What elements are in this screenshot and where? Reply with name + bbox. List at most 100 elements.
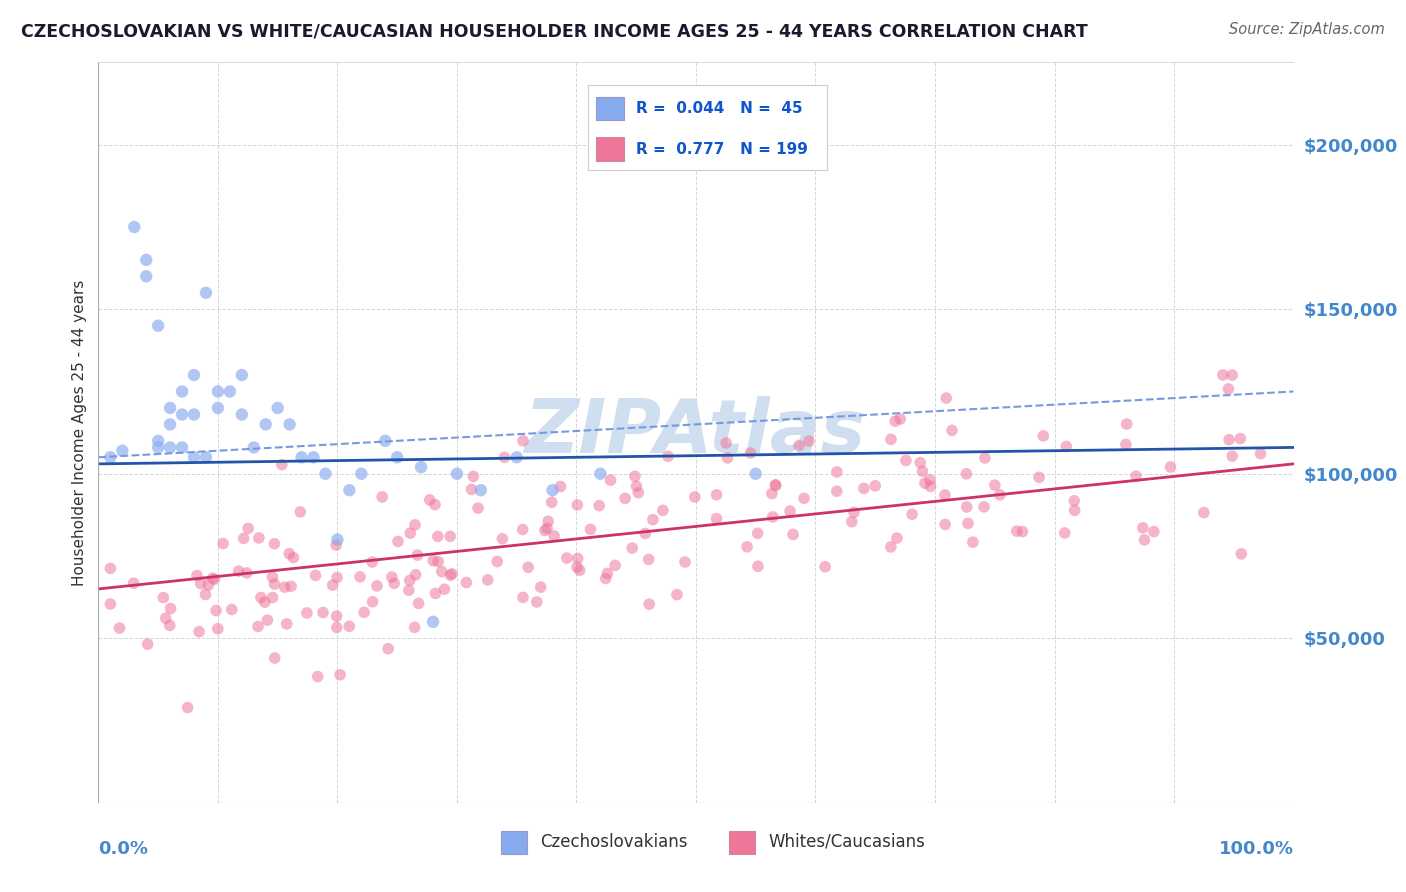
Point: [517, 560, 540, 574]
Point: [884, 414, 907, 428]
Point: [894, 453, 917, 467]
Point: [880, 433, 903, 447]
Point: [408, 596, 430, 610]
Point: [745, 467, 768, 481]
Point: [124, 219, 146, 234]
Point: [470, 483, 492, 498]
Point: [422, 554, 444, 568]
Point: [825, 465, 848, 479]
Point: [626, 479, 648, 493]
Point: [962, 535, 984, 549]
Point: [1143, 524, 1166, 539]
Point: [541, 483, 564, 498]
Point: [190, 576, 212, 591]
Point: [172, 441, 194, 455]
Point: [567, 551, 589, 566]
Point: [920, 479, 942, 493]
Point: [183, 450, 205, 465]
Point: [183, 408, 205, 422]
Point: [787, 438, 810, 452]
Point: [195, 450, 218, 465]
Point: [706, 511, 728, 525]
Point: [111, 443, 134, 458]
Point: [934, 517, 956, 532]
Point: [1115, 417, 1137, 431]
Point: [159, 417, 181, 432]
Point: [135, 252, 157, 267]
Point: [797, 434, 820, 449]
Point: [603, 558, 626, 573]
Point: [1133, 533, 1156, 547]
Point: [219, 384, 242, 399]
Point: [588, 499, 610, 513]
Point: [278, 547, 301, 561]
Point: [98, 450, 122, 465]
Point: [506, 450, 529, 465]
Point: [235, 566, 257, 580]
Point: [422, 615, 444, 629]
Point: [326, 620, 349, 634]
Point: [1054, 440, 1077, 454]
Point: [159, 618, 181, 632]
Point: [530, 580, 553, 594]
Point: [398, 574, 420, 588]
Point: [537, 514, 560, 528]
Point: [430, 565, 453, 579]
Point: [136, 637, 159, 651]
Point: [263, 651, 285, 665]
Point: [148, 318, 170, 333]
Point: [918, 473, 941, 487]
Point: [706, 488, 728, 502]
Point: [307, 669, 329, 683]
Point: [98, 597, 122, 611]
Point: [477, 573, 499, 587]
Point: [270, 458, 292, 472]
Point: [371, 490, 394, 504]
Point: [148, 434, 170, 448]
Point: [599, 473, 621, 487]
Point: [274, 580, 297, 594]
Point: [627, 485, 650, 500]
Point: [247, 619, 270, 633]
Point: [315, 467, 337, 481]
Point: [716, 450, 738, 465]
Text: Source: ZipAtlas.com: Source: ZipAtlas.com: [1229, 22, 1385, 37]
Point: [159, 441, 181, 455]
Point: [148, 441, 170, 455]
Point: [231, 368, 253, 382]
Point: [1132, 521, 1154, 535]
Point: [385, 450, 409, 465]
Point: [941, 423, 963, 437]
Point: [901, 507, 924, 521]
Point: [735, 540, 758, 554]
Point: [212, 536, 235, 550]
Point: [1218, 382, 1240, 396]
Point: [98, 561, 122, 575]
Point: [714, 436, 737, 450]
Point: [339, 483, 361, 498]
Point: [159, 601, 181, 615]
Point: [579, 522, 602, 536]
Point: [467, 501, 489, 516]
Point: [762, 510, 785, 524]
Point: [159, 401, 181, 415]
Point: [536, 521, 558, 535]
Point: [624, 469, 647, 483]
Point: [263, 537, 285, 551]
Point: [247, 531, 270, 545]
Point: [955, 467, 977, 481]
Point: [425, 586, 447, 600]
Point: [1063, 503, 1085, 517]
Point: [665, 588, 688, 602]
Point: [1063, 493, 1085, 508]
Point: [1053, 525, 1076, 540]
Point: [567, 498, 589, 512]
Point: [634, 526, 657, 541]
Point: [263, 577, 285, 591]
Point: [555, 551, 578, 566]
Point: [589, 467, 612, 481]
Point: [325, 538, 347, 552]
Point: [398, 583, 420, 598]
Point: [122, 576, 145, 591]
Point: [221, 602, 243, 616]
